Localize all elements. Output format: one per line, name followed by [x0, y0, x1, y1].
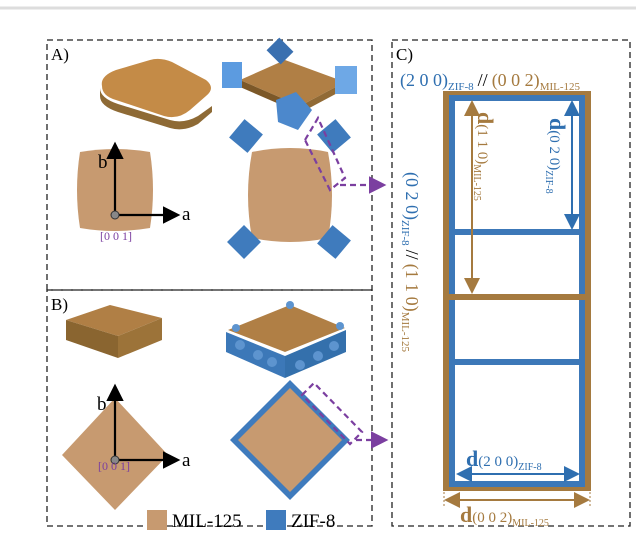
- lattice-diagram: [443, 91, 591, 508]
- mil-block: [100, 58, 212, 130]
- plane: (0 0 2): [472, 510, 512, 526]
- d-spacing: d(0 0 2)MIL-125: [460, 502, 549, 529]
- subscript: ZIF-8: [399, 220, 411, 246]
- d-spacing: d(1 1 0)MIL-125: [471, 112, 498, 201]
- plane: (1 1 0): [401, 264, 422, 312]
- subscript: ZIF-8: [448, 81, 474, 93]
- legend-swatch: [266, 510, 286, 530]
- mil-diamond-zif-edges: [230, 380, 350, 500]
- panel-c-frame: [391, 39, 631, 527]
- zoom-box: [303, 115, 347, 192]
- d-spacing: d(0 2 0)ZIF-8: [543, 118, 570, 194]
- d-symbol: d: [473, 112, 498, 124]
- legend-label: MIL-125: [172, 511, 242, 532]
- separator: //: [478, 70, 488, 90]
- subscript: MIL-125: [540, 81, 581, 93]
- panel-label: A): [51, 45, 69, 64]
- mil-diamond: [62, 383, 181, 510]
- subscript: MIL-125: [512, 518, 549, 529]
- subscript: ZIF-8: [543, 170, 554, 193]
- mil-block-zif-shell: [226, 301, 346, 378]
- d-symbol: d: [545, 118, 570, 130]
- lattice-relation: (0 2 0)ZIF-8 // (1 1 0)MIL-125: [399, 172, 422, 353]
- d-spacing: d(2 0 0)ZIF-8: [466, 446, 542, 473]
- plane: (2 0 0): [400, 70, 448, 91]
- separator: //: [402, 250, 422, 260]
- lattice-relation: (2 0 0)ZIF-8 //(0 0 2)MIL-125: [400, 70, 581, 93]
- panel-a-frame: [46, 39, 373, 291]
- plane: (1 1 0): [474, 124, 490, 164]
- panel-b-frame: [46, 289, 373, 527]
- axis-label: b: [98, 152, 108, 173]
- mil-crystal-top: [77, 141, 181, 231]
- zone-axis: [0 0 1]: [100, 229, 132, 243]
- mil-crystal-zif-corners: [227, 119, 351, 259]
- zone-axis: [0 0 1]: [98, 459, 130, 473]
- d-symbol: d: [460, 502, 472, 527]
- subscript: MIL-125: [471, 164, 482, 201]
- mil-block-with-zif: [222, 37, 357, 130]
- plane: (2 0 0): [478, 454, 518, 470]
- subscript: ZIF-8: [518, 462, 541, 473]
- legend-swatch: [147, 510, 167, 530]
- legend-label: ZIF-8: [291, 511, 335, 532]
- mil-block: [66, 305, 162, 358]
- subscript: MIL-125: [399, 312, 411, 353]
- plane: (0 0 2): [492, 70, 540, 91]
- axis-label: a: [182, 450, 191, 471]
- panel-label: B): [51, 295, 68, 314]
- d-symbol: d: [466, 446, 478, 471]
- zoom-box: [300, 381, 364, 446]
- panel-label: C): [396, 45, 413, 64]
- plane: (0 2 0): [546, 130, 562, 170]
- axis-label: b: [97, 394, 107, 415]
- axis-label: a: [182, 204, 191, 225]
- plane: (0 2 0): [401, 172, 422, 220]
